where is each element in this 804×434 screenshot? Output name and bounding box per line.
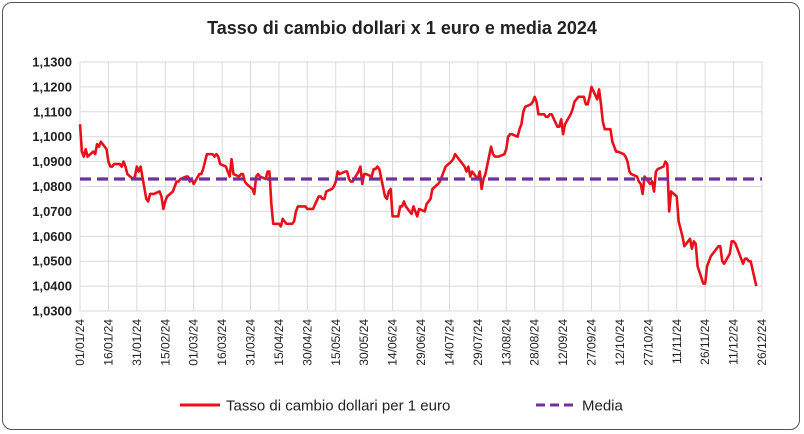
y-axis-ticks: 1,0300 1,0400 1,0500 1,0600 1,0700 1,0800 1,09… (32, 55, 72, 319)
y-tick-label: 1,1200 (32, 79, 72, 94)
x-tick-label: 16/03/24 (215, 319, 229, 366)
x-tick-label: 15/05/24 (329, 319, 343, 366)
y-tick-label: 1,1300 (32, 55, 72, 70)
y-tick-label: 1,0700 (32, 204, 72, 219)
x-tick-label: 01/03/24 (187, 319, 201, 366)
y-tick-label: 1,0900 (32, 154, 72, 169)
x-tick-label: 15/02/24 (158, 319, 172, 366)
chart-title: Tasso di cambio dollari x 1 euro e media… (207, 18, 597, 38)
x-tick-label: 31/01/24 (130, 319, 144, 366)
x-tick-label: 26/11/24 (698, 319, 712, 365)
y-tick-label: 1,1100 (33, 104, 72, 119)
legend-label: Media (582, 398, 624, 415)
y-tick-label: 1,0300 (32, 304, 72, 319)
x-tick-label: 29/06/24 (414, 319, 428, 366)
x-tick-label: 13/08/24 (499, 319, 513, 366)
series-group (78, 85, 762, 287)
x-tick-label: 30/05/24 (357, 319, 371, 366)
legend-label: Tasso di cambio dollari per 1 euro (226, 398, 450, 415)
x-tick-label: 26/12/24 (755, 319, 769, 366)
y-tick-label: 1,0500 (32, 254, 72, 269)
x-tick-label: 29/07/24 (471, 319, 485, 366)
chart-frame (2, 2, 800, 430)
x-tick-label: 12/10/24 (613, 319, 627, 366)
x-tick-label: 14/07/24 (442, 319, 456, 366)
x-tick-label: 31/03/24 (244, 319, 258, 366)
x-axis-ticks: 01/01/24 16/01/24 31/01/24 15/02/24 01/03/24… (73, 319, 769, 366)
y-tick-label: 1,0600 (32, 229, 72, 244)
y-tick-label: 1,0400 (32, 279, 72, 294)
x-tick-label: 12/09/24 (556, 319, 570, 366)
x-tick-label: 01/01/24 (73, 319, 87, 366)
x-tick-label: 30/04/24 (300, 319, 314, 366)
x-tick-label: 11/12/24 (727, 319, 741, 365)
x-tick-label: 16/01/24 (101, 319, 115, 366)
x-tick-label: 27/10/24 (641, 319, 655, 366)
y-tick-label: 1,1000 (32, 129, 72, 144)
legend: Tasso di cambio dollari per 1 euro Media (180, 398, 624, 415)
x-tick-label: 28/08/24 (528, 319, 542, 366)
x-tick-label: 27/09/24 (585, 319, 599, 366)
grid-lines (79, 61, 763, 312)
x-tick-label: 15/04/24 (272, 319, 286, 366)
y-tick-label: 1,0800 (32, 179, 72, 194)
x-tick-label: 14/06/24 (386, 319, 400, 366)
x-tick-label: 11/11/24 (670, 319, 684, 364)
